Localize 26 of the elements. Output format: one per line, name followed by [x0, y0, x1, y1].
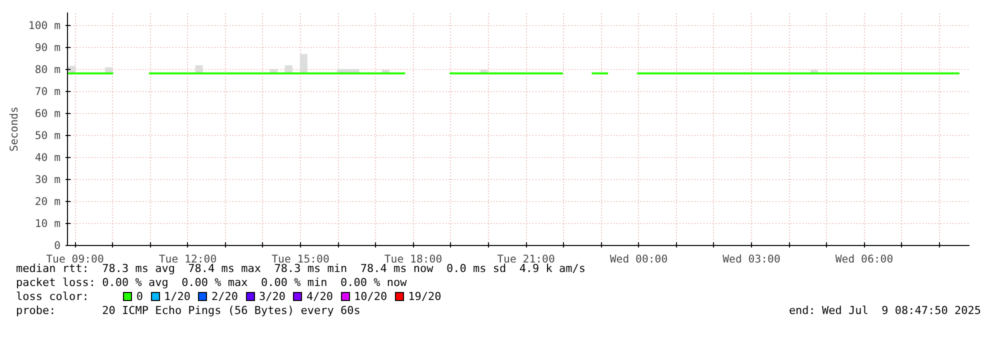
y-axis-title: Seconds	[7, 106, 20, 152]
y-tick-label: 50 m	[34, 129, 61, 142]
legend-title: loss color:	[16, 290, 89, 303]
x-tick-label: Wed 06:00	[835, 252, 894, 266]
legend-label: 1/20	[164, 290, 190, 303]
y-tick-label: 70 m	[34, 85, 61, 98]
text: probe: 20 ICMP Echo Pings (56 Bytes) every 60s	[16, 304, 360, 318]
legend-label: 4/20	[306, 290, 333, 303]
legend-label: 2/20	[211, 290, 238, 303]
y-tick-label: 40 m	[34, 151, 61, 164]
x-tick-label: Wed 00:00	[610, 252, 668, 266]
legend-label: 0	[136, 290, 143, 303]
text: packet loss: 0.00 % avg 0.00 % max 0.00 % min 0.00 % now	[16, 276, 408, 290]
y-tick-label: 60 m	[34, 107, 61, 120]
y-tick-label: 100 m	[28, 19, 60, 32]
legend-label: 19/20	[408, 290, 442, 303]
y-tick-label: 90 m	[34, 41, 61, 54]
legend-label: 3/20	[258, 290, 286, 303]
legend-label: 10/20	[354, 290, 388, 303]
y-tick-label: 20 m	[34, 195, 61, 208]
y-tick-label: 10 m	[34, 217, 61, 230]
x-tick-label: Wed 03:00	[722, 252, 780, 266]
y-tick-label: 0	[54, 239, 61, 252]
y-tick-label: 30 m	[34, 173, 61, 186]
y-tick-label: 80 m	[34, 63, 61, 76]
text: end: Wed Jul 9 08:47:50 2025	[788, 304, 981, 318]
